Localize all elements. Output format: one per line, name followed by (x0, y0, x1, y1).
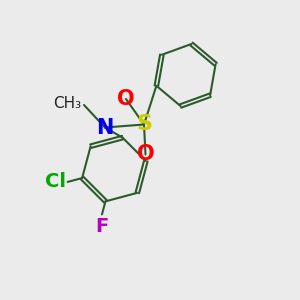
Text: Cl: Cl (45, 172, 66, 191)
Text: O: O (137, 145, 154, 164)
Text: CH₃: CH₃ (53, 96, 81, 111)
Text: F: F (95, 218, 109, 236)
Text: N: N (96, 118, 114, 137)
Text: O: O (117, 89, 135, 109)
Text: S: S (136, 115, 152, 134)
